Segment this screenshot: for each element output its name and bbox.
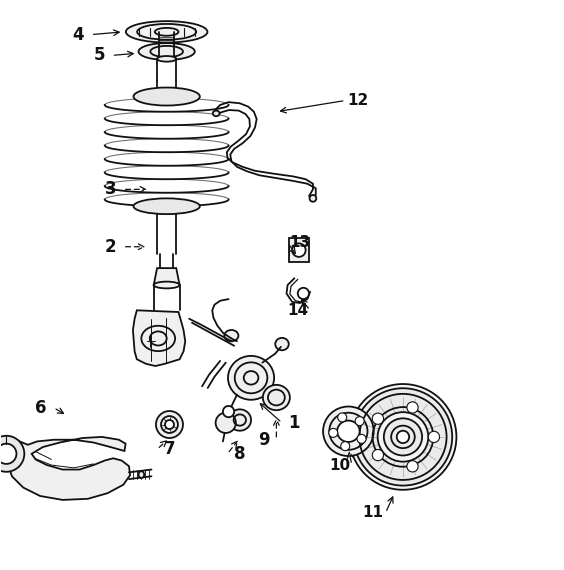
Ellipse shape (134, 198, 200, 214)
Circle shape (355, 417, 364, 426)
Ellipse shape (154, 282, 179, 288)
Ellipse shape (275, 338, 289, 350)
Text: 3: 3 (104, 180, 116, 198)
Ellipse shape (156, 411, 183, 438)
Text: 5: 5 (94, 46, 105, 64)
Ellipse shape (139, 471, 144, 478)
Polygon shape (133, 310, 185, 366)
Text: 9: 9 (258, 431, 270, 449)
Text: 4: 4 (73, 26, 84, 44)
Ellipse shape (263, 385, 290, 410)
Circle shape (0, 443, 16, 464)
Text: 10: 10 (329, 458, 350, 473)
Ellipse shape (396, 431, 409, 443)
Circle shape (372, 413, 384, 424)
Text: 11: 11 (363, 506, 384, 520)
Circle shape (341, 442, 350, 451)
Ellipse shape (337, 421, 360, 442)
Ellipse shape (228, 356, 274, 400)
Ellipse shape (213, 111, 219, 116)
Polygon shape (6, 436, 130, 500)
Circle shape (407, 461, 418, 472)
Ellipse shape (384, 418, 422, 455)
Circle shape (223, 406, 234, 417)
Text: 13: 13 (289, 235, 311, 250)
Circle shape (372, 450, 384, 461)
Text: 2: 2 (104, 238, 116, 256)
Ellipse shape (157, 56, 176, 62)
Circle shape (0, 436, 24, 472)
Ellipse shape (139, 43, 195, 60)
Ellipse shape (310, 195, 316, 202)
Circle shape (215, 413, 236, 433)
Circle shape (357, 434, 366, 443)
Circle shape (292, 243, 306, 257)
Ellipse shape (378, 412, 428, 462)
Circle shape (407, 402, 418, 413)
Ellipse shape (165, 420, 174, 429)
Polygon shape (154, 268, 179, 285)
Ellipse shape (134, 88, 200, 105)
Text: 7: 7 (164, 440, 175, 458)
Text: 6: 6 (36, 398, 47, 417)
Circle shape (298, 288, 309, 299)
Circle shape (428, 431, 439, 442)
Ellipse shape (224, 330, 239, 341)
Text: 1: 1 (289, 414, 300, 432)
Text: 12: 12 (347, 93, 369, 108)
Text: 8: 8 (234, 445, 245, 463)
Circle shape (329, 429, 338, 437)
Ellipse shape (126, 21, 208, 43)
Text: 14: 14 (287, 303, 309, 318)
Polygon shape (289, 238, 309, 263)
Ellipse shape (323, 406, 374, 456)
Ellipse shape (228, 409, 251, 431)
Ellipse shape (350, 384, 456, 490)
Ellipse shape (354, 388, 452, 486)
Circle shape (338, 413, 347, 422)
